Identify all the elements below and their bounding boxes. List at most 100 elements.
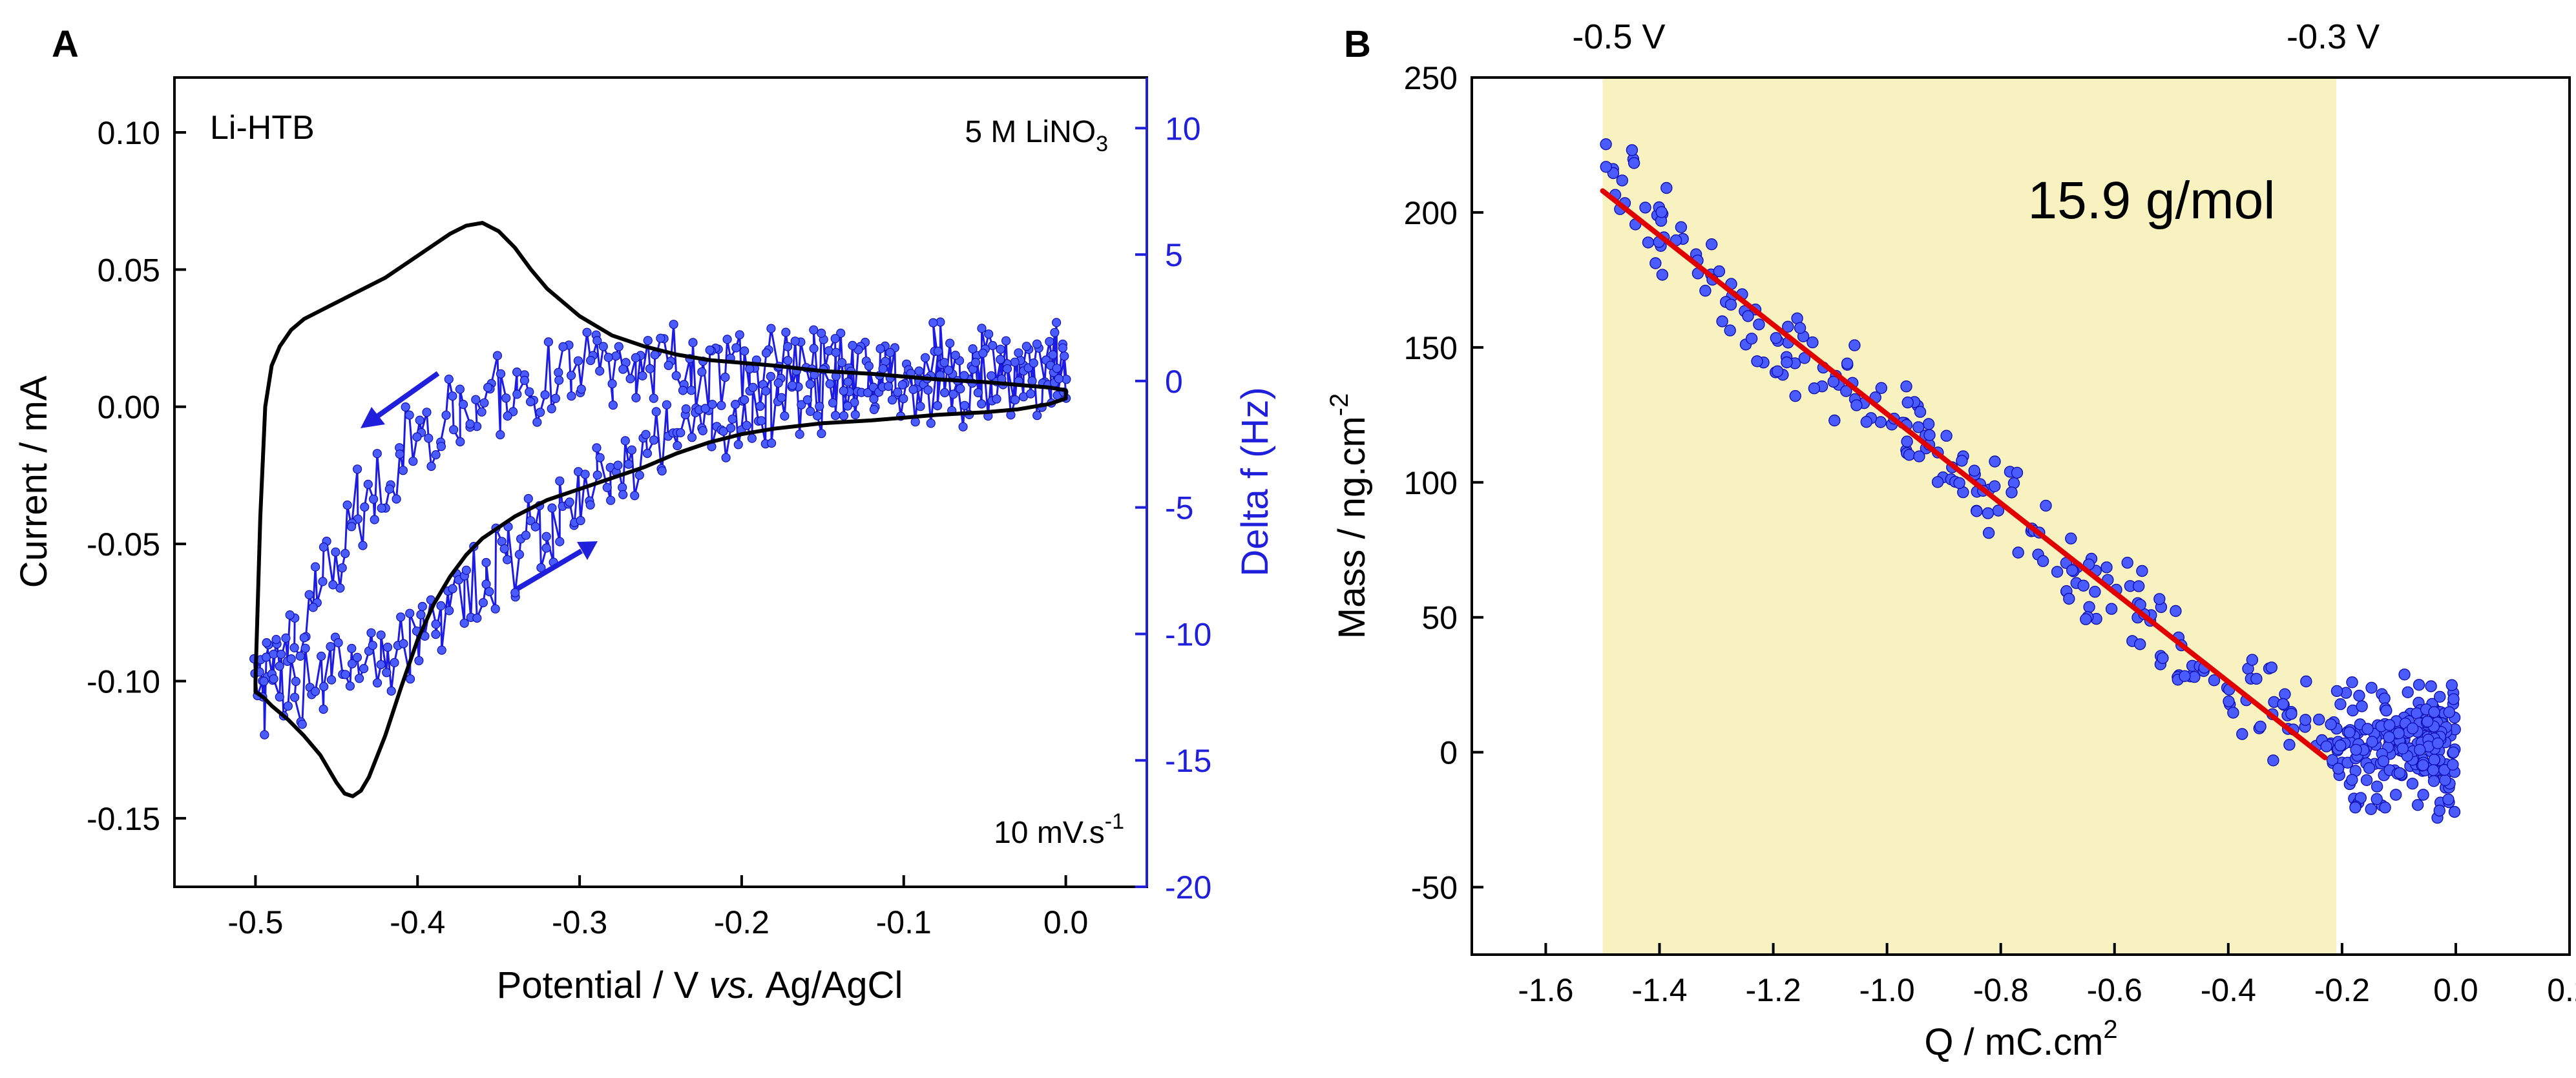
panel-a-delta-f-point (598, 342, 608, 351)
panel-a-delta-f-point (437, 645, 446, 655)
panel-a-delta-f-point (837, 358, 847, 368)
panel-a-delta-f-point (412, 432, 422, 442)
panel-a-delta-f-point (843, 377, 853, 387)
panel-a-delta-f-point (996, 344, 1005, 354)
panel-a-delta-f-point (547, 503, 557, 513)
panel-a-delta-f-point (893, 387, 903, 397)
panel-b-x-tick-label: -1.4 (1631, 972, 1687, 1008)
panel-a-delta-f-point (565, 497, 574, 507)
panel-b-highlight-region (1602, 78, 2337, 955)
panel-a-delta-f-point (970, 357, 981, 368)
panel-a-delta-f-point (623, 459, 634, 469)
panel-a-delta-f-point (372, 678, 382, 688)
panel-b-scatter-point (1745, 333, 1758, 345)
panel-a-scan-rate-label: 10 mV.s-1 (994, 809, 1124, 850)
panel-a-delta-f-point (405, 608, 415, 618)
panel-b-scatter-point (2037, 555, 2049, 567)
panel-a-delta-f-point (580, 470, 590, 479)
panel-b-scatter-point (1705, 238, 1718, 251)
panel-b-scatter-point (2413, 679, 2425, 691)
panel-a-delta-f-point (897, 380, 907, 389)
panel-a-delta-f-point (908, 384, 918, 395)
panel-a-delta-f-point (809, 325, 819, 335)
panel-b-scatter-point (1931, 476, 1944, 488)
panel-a-delta-f-point (347, 643, 357, 654)
panel-a-delta-f-point (1058, 343, 1068, 353)
panel-b-scatter-point (1850, 399, 1863, 411)
panel-a-delta-f-point (417, 601, 427, 612)
panel-a-delta-f-point (606, 495, 616, 505)
panel-b-scatter-point (1968, 464, 1981, 477)
panel-b-scatter-point (1699, 284, 1712, 297)
panel-a-delta-f-point (742, 420, 751, 430)
panel-a-delta-f-point (295, 651, 305, 661)
panel-a-y2-tick-label: 10 (1165, 110, 1201, 147)
panel-a-delta-f-point (641, 430, 651, 439)
panel-b-scatter-point (1901, 396, 1914, 409)
panel-a-y-tick-label: -0.10 (87, 663, 160, 700)
panel-a-delta-f-point (757, 416, 766, 426)
panel-a-delta-f-point (740, 346, 749, 356)
panel-a-delta-f-point (707, 399, 717, 409)
panel-a-delta-f-point (431, 450, 441, 460)
panel-a-delta-f-point (1032, 339, 1042, 349)
panel-b-fit-line (1600, 188, 2328, 760)
panel-b-scatter-point (2012, 546, 2024, 559)
panel-a-delta-f-point (863, 388, 873, 398)
panel-a-delta-f-point (836, 328, 846, 338)
panel-a-delta-f-point (887, 395, 897, 405)
panel-a-delta-f-point (547, 404, 556, 413)
panel-a-delta-f-point (773, 378, 783, 388)
panel-a-delta-f-point (812, 411, 822, 420)
panel-a-delta-f-point (735, 330, 744, 340)
panel-b-scatter-point (2393, 767, 2406, 780)
panel-a-delta-f-point (416, 610, 426, 619)
panel-a-delta-f-point (650, 350, 660, 360)
panel-a-delta-f-point (782, 342, 793, 351)
panel-a-delta-f-point (483, 382, 493, 393)
panel-a-delta-f-point (611, 351, 621, 361)
panel-a-delta-f-point (745, 364, 755, 374)
panel-b-scatter-point (2356, 700, 2368, 712)
panel-a-delta-f-point (359, 663, 369, 674)
panel-b-scatter-point (1616, 174, 1629, 187)
panel-a-delta-f-point (1051, 318, 1062, 327)
panel-a-delta-f-point (830, 334, 840, 344)
panel-a-delta-f-point (657, 466, 667, 476)
panel-a-delta-f-point (1026, 389, 1036, 399)
panel-a-delta-f-point (766, 438, 777, 448)
panel-a-delta-f-point (275, 661, 284, 671)
panel-b-series (1600, 138, 2461, 824)
panel-a-delta-f-point (396, 612, 406, 622)
panel-a-delta-f-point (797, 400, 806, 409)
panel-a-series (249, 221, 1071, 798)
panel-a-delta-f-point (422, 408, 432, 417)
panel-a-delta-f-point (346, 522, 357, 532)
panel-a-delta-f-point (326, 675, 337, 685)
panel-a-delta-f-point (424, 433, 434, 443)
panel-b-scatter-point (2396, 742, 2409, 755)
panel-a-delta-f-point (869, 394, 879, 404)
panel-a-delta-f-point (448, 584, 457, 594)
panel-b-x-tick-label: -1.6 (1518, 972, 1573, 1008)
panel-a-delta-f-point (956, 384, 965, 394)
panel-a-delta-f-point (550, 393, 561, 403)
panel-a-delta-f-point (399, 639, 408, 648)
panel-a-delta-f-point (525, 397, 536, 407)
panel-a-delta-f-point (532, 417, 542, 427)
panel-b-scatter-point (1782, 320, 1794, 333)
panel-b-scatter-point (2383, 719, 2396, 731)
panel-a-delta-f-point (828, 398, 838, 408)
panel-b-scatter-point (2448, 805, 2461, 818)
panel-b-scatter-point (2153, 593, 2166, 605)
panel-a-x-tick-label: 0.0 (1043, 904, 1089, 940)
panel-a-x-tick-label: -0.1 (876, 904, 932, 940)
panel-a-delta-f-point (275, 692, 284, 702)
panel-a-delta-f-point (585, 500, 595, 510)
panel-a-delta-f-point (319, 542, 329, 552)
panel-b-scatter-point (2439, 774, 2451, 787)
panel-b-scatter-point (2157, 652, 2169, 665)
panel-a-delta-f-point (459, 618, 469, 628)
panel-b-scatter-point (2425, 680, 2437, 692)
panel-a-delta-f-point (530, 522, 540, 532)
